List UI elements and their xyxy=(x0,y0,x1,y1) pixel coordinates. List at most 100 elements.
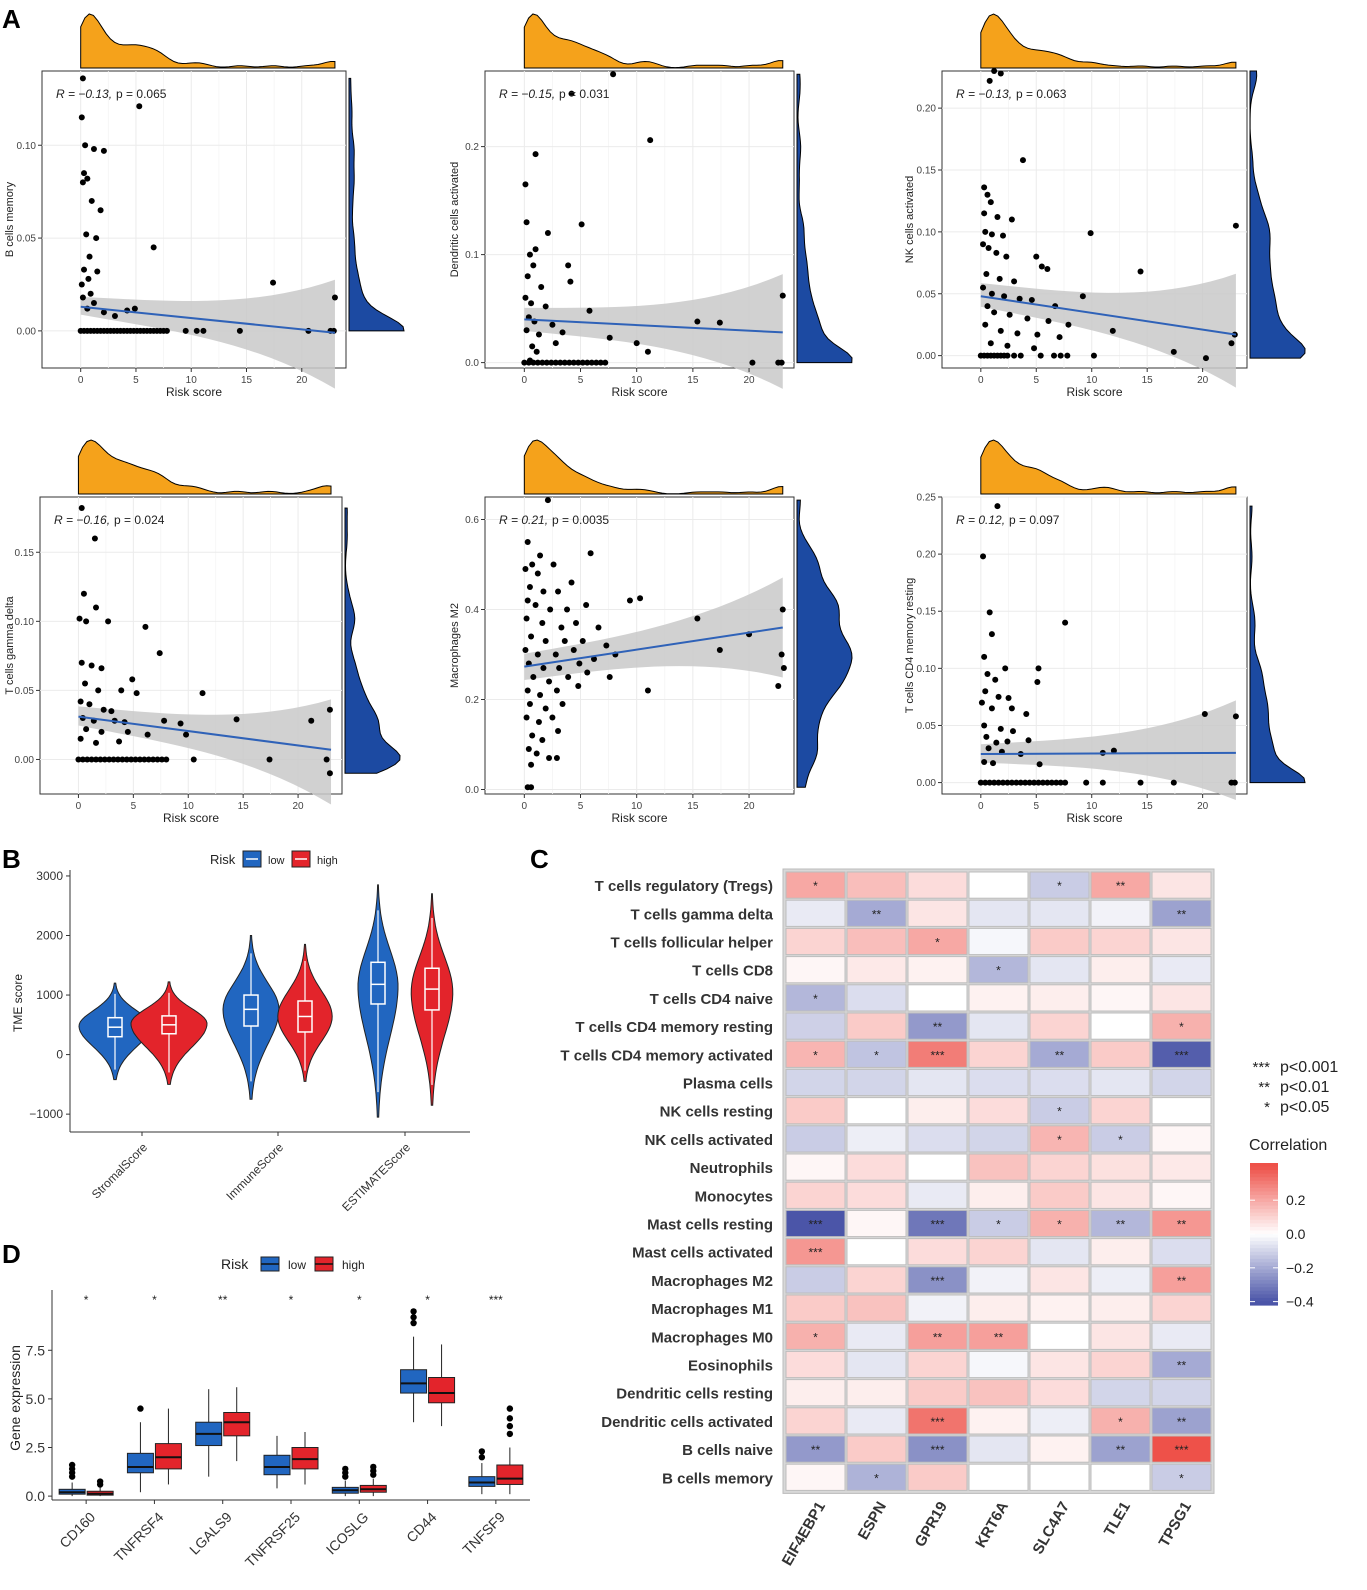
data-point xyxy=(602,359,609,366)
heatmap-cell xyxy=(907,1153,968,1181)
data-point xyxy=(199,690,206,697)
data-point xyxy=(128,756,135,763)
data-point xyxy=(1044,266,1051,272)
data-point xyxy=(780,665,787,671)
heatmap-cell xyxy=(846,1153,907,1181)
data-point xyxy=(1051,352,1058,359)
data-point xyxy=(637,595,644,602)
heatmap-cell xyxy=(846,956,907,984)
data-point xyxy=(535,719,542,725)
y-axis-title: Gene expression xyxy=(7,1345,23,1451)
data-point xyxy=(573,620,580,626)
y-tick-label: 3000 xyxy=(36,869,63,883)
colorbar-segment xyxy=(1250,1244,1278,1249)
data-point xyxy=(1004,738,1011,745)
data-point xyxy=(1053,779,1060,786)
data-point xyxy=(79,756,86,763)
data-point xyxy=(570,359,577,366)
x-tick-label: 0 xyxy=(978,375,984,386)
data-point xyxy=(597,359,604,366)
data-point xyxy=(150,244,157,251)
significance-mark: ** xyxy=(1177,1415,1187,1429)
significance-mark: ** xyxy=(1177,1274,1187,1288)
significance-mark: ** xyxy=(1055,1048,1065,1062)
data-point xyxy=(136,103,143,110)
heatmap-cell xyxy=(846,1463,907,1491)
colorbar-segment xyxy=(1250,1230,1278,1235)
colorbar-segment xyxy=(1250,1241,1278,1246)
data-point xyxy=(110,756,117,763)
y-tick-label: 0 xyxy=(56,1048,63,1062)
data-point xyxy=(77,698,84,705)
row-label: Neutrophils xyxy=(690,1160,773,1177)
data-point xyxy=(82,142,89,149)
data-point xyxy=(993,249,1000,256)
heatmap-cell xyxy=(968,1238,1029,1266)
x-tick-label: 5 xyxy=(1033,801,1039,812)
heatmap-cell xyxy=(1029,871,1090,899)
heatmap-cell xyxy=(785,1097,846,1125)
data-point xyxy=(94,268,101,275)
heatmap-cell xyxy=(1151,1097,1212,1125)
data-point xyxy=(986,77,993,84)
data-point xyxy=(1137,779,1144,786)
data-point xyxy=(1035,665,1042,672)
colorbar-segment xyxy=(1250,1187,1278,1192)
data-point xyxy=(111,313,118,320)
heatmap-cell xyxy=(1151,1181,1212,1209)
y-tick-label: 0.20 xyxy=(917,104,937,115)
confidence-band xyxy=(980,273,1236,388)
heatmap-cell xyxy=(1090,1294,1151,1322)
x-tick-label: 20 xyxy=(296,375,308,386)
heatmap-cell xyxy=(1151,1322,1212,1350)
data-point xyxy=(995,779,1002,786)
data-point xyxy=(93,604,100,611)
heatmap-cell xyxy=(1029,956,1090,984)
data-point xyxy=(534,359,541,366)
x-axis-title: Risk score xyxy=(163,811,219,825)
panel-label-d: D xyxy=(2,1239,21,1269)
data-point xyxy=(603,642,610,649)
heatmap-cell xyxy=(968,1125,1029,1153)
x-tick-label: 10 xyxy=(1086,375,1098,386)
significance-mark: ** xyxy=(933,1330,943,1344)
data-point xyxy=(529,732,536,739)
data-point xyxy=(78,114,85,121)
y-tick-label: 0.2 xyxy=(465,695,479,706)
data-point xyxy=(548,359,555,366)
data-point xyxy=(114,756,121,763)
legend-label: high xyxy=(342,1258,365,1272)
data-point xyxy=(183,731,190,738)
heatmap-cell xyxy=(1090,1097,1151,1125)
data-point xyxy=(1008,216,1015,223)
data-point xyxy=(539,620,546,626)
data-point xyxy=(547,606,554,613)
heatmap-cell xyxy=(1151,1407,1212,1435)
y-tick-label: 0.20 xyxy=(917,550,937,561)
heatmap-cell xyxy=(907,1238,968,1266)
significance-mark: * xyxy=(1057,1218,1062,1232)
colorbar-segment xyxy=(1250,1170,1278,1175)
data-point xyxy=(990,760,997,767)
heatmap-cell xyxy=(785,1040,846,1068)
colorbar-segment xyxy=(1250,1255,1278,1260)
colorbar-segment xyxy=(1250,1287,1278,1292)
data-point xyxy=(980,241,987,248)
data-point xyxy=(1170,348,1177,355)
significance-mark: ** xyxy=(1177,907,1187,921)
data-point xyxy=(568,579,575,586)
data-point xyxy=(988,231,995,238)
data-point xyxy=(533,348,540,355)
data-point xyxy=(84,756,91,763)
row-label: Eosinophils xyxy=(688,1358,773,1375)
heatmap-cell xyxy=(1090,871,1151,899)
correlation-annotation: R = −0.13, p = 0.063 xyxy=(956,87,1067,101)
significance-mark: *** xyxy=(808,1246,822,1260)
data-point xyxy=(584,359,591,366)
heatmap-cell xyxy=(907,1350,968,1379)
heatmap-cell xyxy=(785,1463,846,1491)
data-point xyxy=(1079,293,1086,300)
heatmap-cell xyxy=(1090,1379,1151,1407)
row-label: Macrophages M1 xyxy=(651,1301,773,1318)
heatmap-cell xyxy=(785,1181,846,1209)
